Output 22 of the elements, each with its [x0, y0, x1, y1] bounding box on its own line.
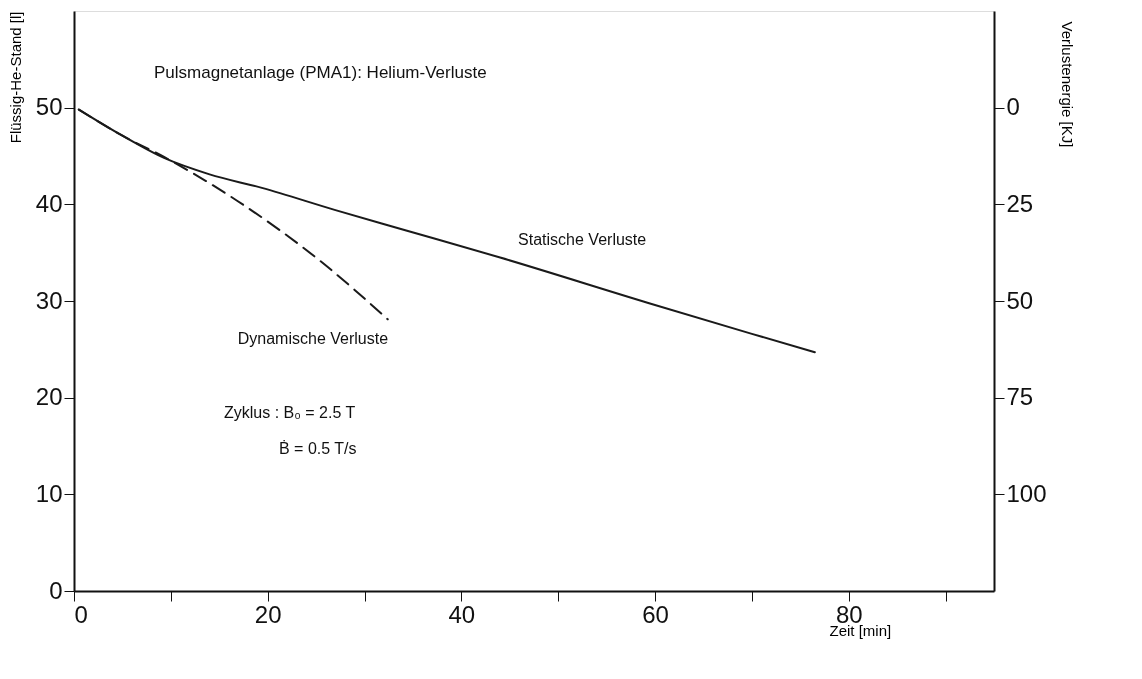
y2-axis-title: Verlustenergie [KJ]: [1058, 21, 1076, 148]
x-tick-label: 60: [642, 600, 669, 628]
x-tick-label: 20: [254, 600, 282, 628]
y2-tick-label: 50: [1006, 286, 1034, 314]
y-tick-label: 10: [35, 479, 63, 507]
annotation: Statische Verluste: [518, 230, 647, 248]
y-tick-label: 50: [35, 93, 63, 121]
y2-tick-label: 100: [1006, 479, 1047, 507]
y-tick-label: 40: [35, 189, 63, 217]
y-tick-label: 30: [35, 286, 63, 314]
y2-tick-label: 25: [1006, 189, 1034, 217]
y-tick-label: 20: [35, 383, 63, 411]
annotation: Dynamische Verluste: [237, 330, 389, 348]
y-tick-label: 0: [49, 576, 63, 604]
x-tick-label: 40: [448, 600, 476, 628]
x-tick-label: 0: [74, 600, 88, 628]
y-axis-title: Flüssig-He-Stand [l]: [6, 11, 24, 144]
annotation: Zyklus : B₀ = 2.5 T: [224, 404, 356, 421]
y2-tick-label: 0: [1006, 93, 1020, 121]
annotation: Ḃ = 0.5 T/s: [279, 439, 357, 457]
text: Pulsmagnetanlage (PMA1): Helium-Verluste: [154, 63, 487, 82]
y2-tick-label: 75: [1006, 383, 1034, 411]
